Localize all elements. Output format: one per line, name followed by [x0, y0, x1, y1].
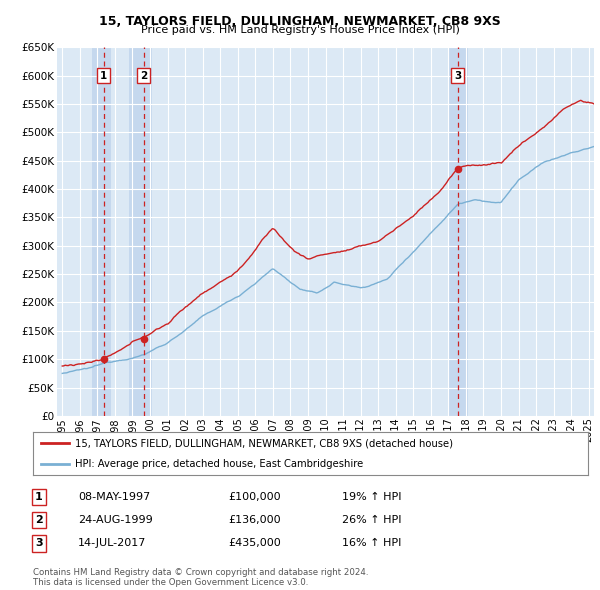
Text: 3: 3	[454, 71, 461, 81]
Text: 19% ↑ HPI: 19% ↑ HPI	[342, 493, 401, 502]
Text: 1: 1	[35, 493, 43, 502]
Text: 14-JUL-2017: 14-JUL-2017	[78, 539, 146, 548]
Text: 16% ↑ HPI: 16% ↑ HPI	[342, 539, 401, 548]
Bar	[448, 47, 467, 416]
Text: HPI: Average price, detached house, East Cambridgeshire: HPI: Average price, detached house, East…	[74, 460, 363, 469]
Text: 2: 2	[140, 71, 148, 81]
Text: 1: 1	[100, 71, 107, 81]
Text: 15, TAYLORS FIELD, DULLINGHAM, NEWMARKET, CB8 9XS (detached house): 15, TAYLORS FIELD, DULLINGHAM, NEWMARKET…	[74, 438, 452, 448]
Text: 08-MAY-1997: 08-MAY-1997	[78, 493, 150, 502]
Text: 2: 2	[35, 516, 43, 525]
Text: 26% ↑ HPI: 26% ↑ HPI	[342, 516, 401, 525]
Text: 3: 3	[35, 539, 43, 548]
Text: Contains HM Land Registry data © Crown copyright and database right 2024.
This d: Contains HM Land Registry data © Crown c…	[33, 568, 368, 587]
Text: £435,000: £435,000	[228, 539, 281, 548]
Text: 15, TAYLORS FIELD, DULLINGHAM, NEWMARKET, CB8 9XS: 15, TAYLORS FIELD, DULLINGHAM, NEWMARKET…	[99, 15, 501, 28]
Bar	[92, 47, 112, 416]
Text: £100,000: £100,000	[228, 493, 281, 502]
Text: 24-AUG-1999: 24-AUG-1999	[78, 516, 153, 525]
Text: Price paid vs. HM Land Registry's House Price Index (HPI): Price paid vs. HM Land Registry's House …	[140, 25, 460, 35]
Text: £136,000: £136,000	[228, 516, 281, 525]
Bar	[129, 47, 152, 416]
